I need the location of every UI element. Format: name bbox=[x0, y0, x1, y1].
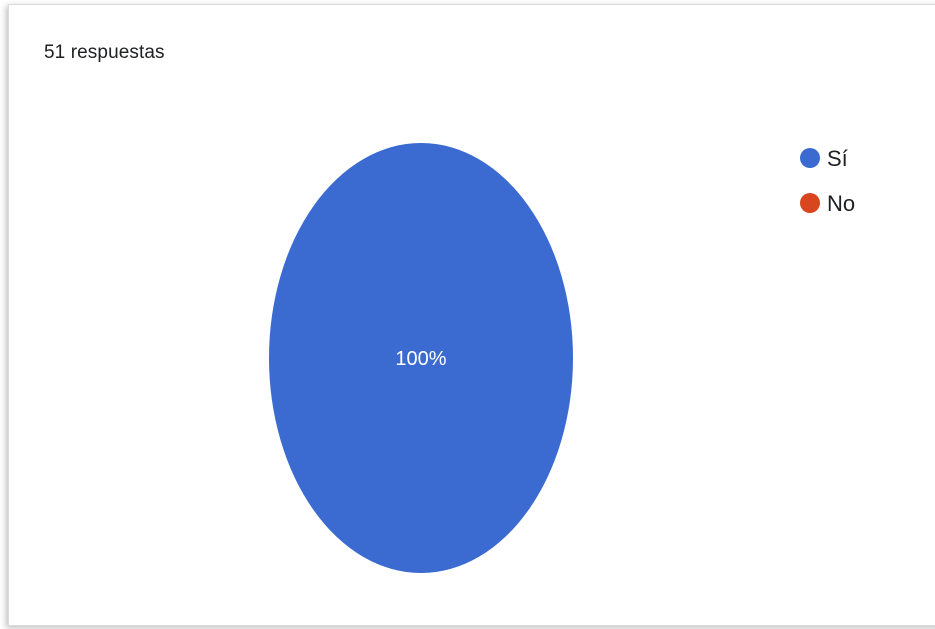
legend-label-no: No bbox=[827, 191, 855, 216]
chart-legend: Sí No bbox=[800, 146, 855, 216]
pie-slice-label: 100% bbox=[395, 348, 446, 370]
legend-swatch-no bbox=[800, 193, 820, 213]
pie-slices: 100% bbox=[269, 143, 573, 573]
legend-label-si: Sí bbox=[827, 146, 848, 171]
legend-swatch-si bbox=[800, 148, 820, 168]
response-count: 51 respuestas bbox=[44, 42, 165, 63]
pie-slice-si bbox=[269, 143, 573, 573]
